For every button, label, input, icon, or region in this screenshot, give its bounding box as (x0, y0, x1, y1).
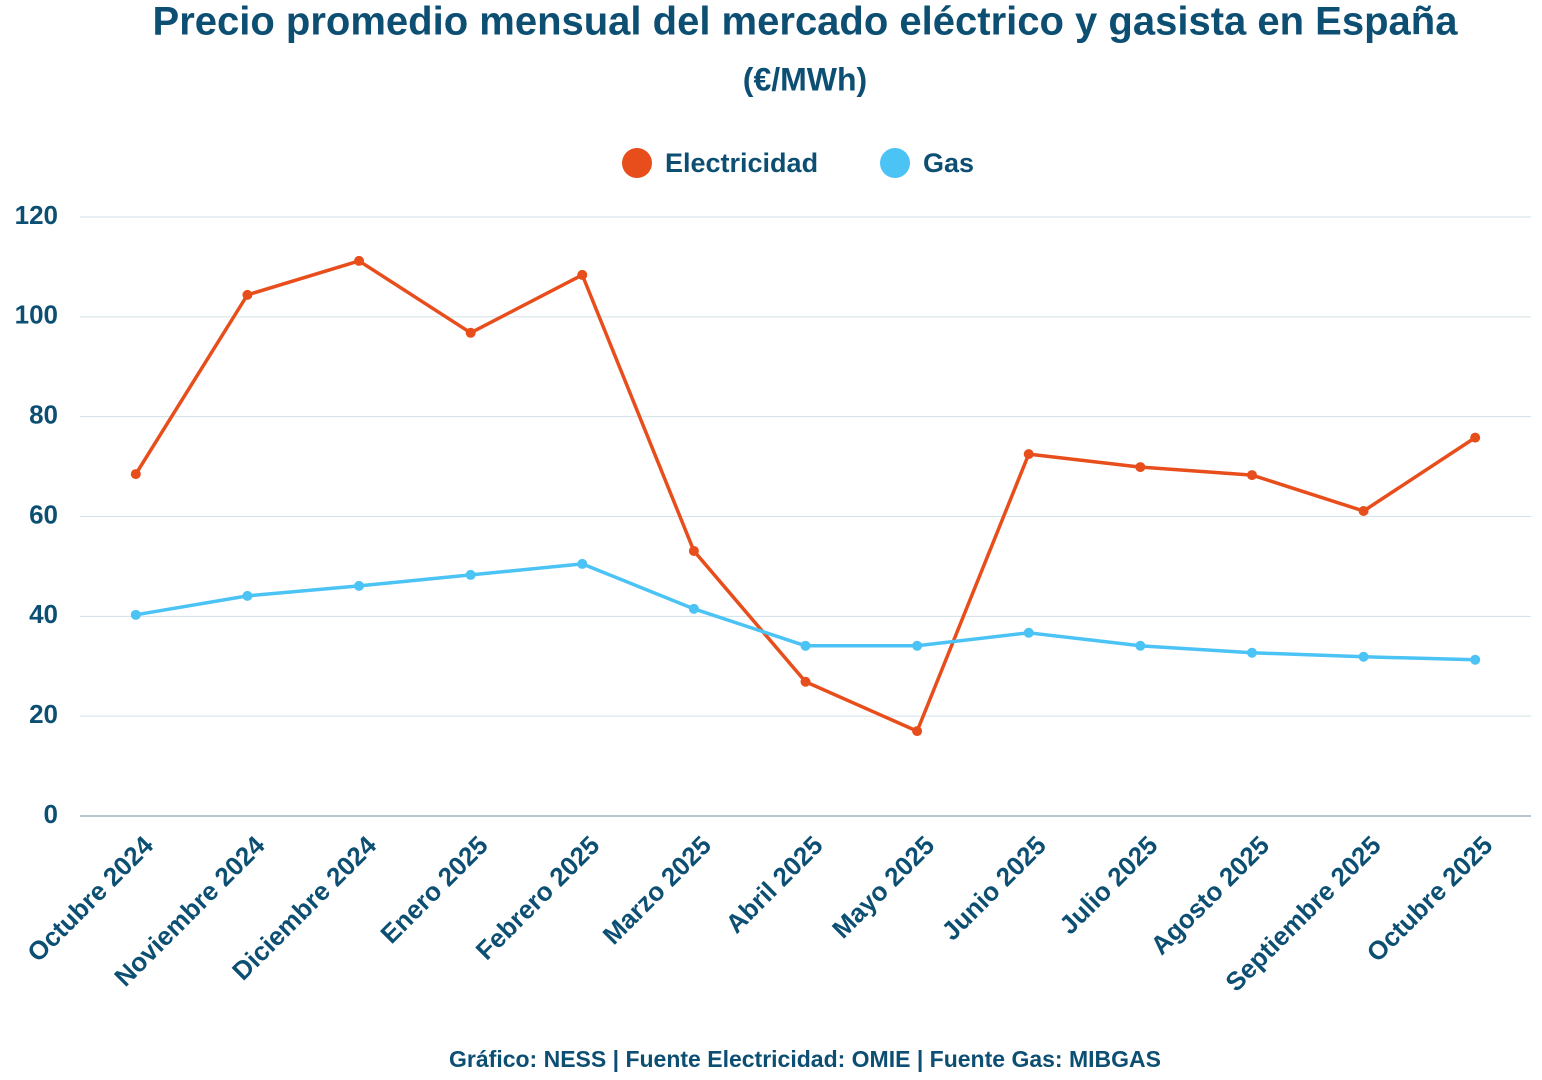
legend-label: Gas (923, 148, 974, 178)
legend-marker (880, 148, 910, 178)
legend-label: Electricidad (665, 148, 818, 178)
data-point (1246, 647, 1257, 658)
x-tick-label: Enero 2025 (374, 830, 493, 949)
data-point (577, 558, 588, 569)
x-tick-label: Mayo 2025 (826, 830, 940, 944)
data-point (354, 580, 365, 591)
data-point (130, 469, 141, 480)
data-point (1023, 449, 1034, 460)
chart-title: Precio promedio mensual del mercado eléc… (153, 0, 1459, 44)
y-tick-label: 100 (15, 300, 58, 330)
data-point (1470, 654, 1481, 665)
data-point (688, 603, 699, 614)
data-point (688, 545, 699, 556)
x-tick-label: Julio 2025 (1053, 830, 1163, 940)
x-tick-label: Junio 2025 (936, 830, 1052, 946)
data-point (1023, 627, 1034, 638)
data-point (577, 269, 588, 280)
data-point (800, 676, 811, 687)
y-tick-label: 20 (29, 699, 58, 729)
chart-subtitle: (€/MWh) (743, 61, 867, 97)
data-point (242, 590, 253, 601)
data-point (1135, 462, 1146, 473)
x-tick-label: Abril 2025 (719, 830, 828, 939)
data-point (1358, 651, 1369, 662)
data-point (1470, 432, 1481, 443)
data-point (130, 609, 141, 620)
y-tick-label: 0 (44, 799, 58, 829)
y-tick-label: 60 (29, 499, 58, 529)
y-tick-label: 40 (29, 599, 58, 629)
data-point (465, 327, 476, 338)
legend-marker (622, 148, 652, 178)
data-point (242, 289, 253, 300)
y-tick-label: 120 (15, 200, 58, 230)
y-tick-label: 80 (29, 400, 58, 430)
data-point (800, 640, 811, 651)
source: Gráfico: NESS | Fuente Electricidad: OMI… (449, 1046, 1161, 1072)
data-point (1246, 470, 1257, 481)
series-line (134, 259, 1477, 733)
data-point (354, 255, 365, 266)
data-point (912, 726, 923, 737)
data-point (1135, 640, 1146, 651)
data-point (465, 569, 476, 580)
x-tick-label: Marzo 2025 (597, 830, 717, 950)
data-point (1358, 506, 1369, 517)
data-point (912, 640, 923, 651)
